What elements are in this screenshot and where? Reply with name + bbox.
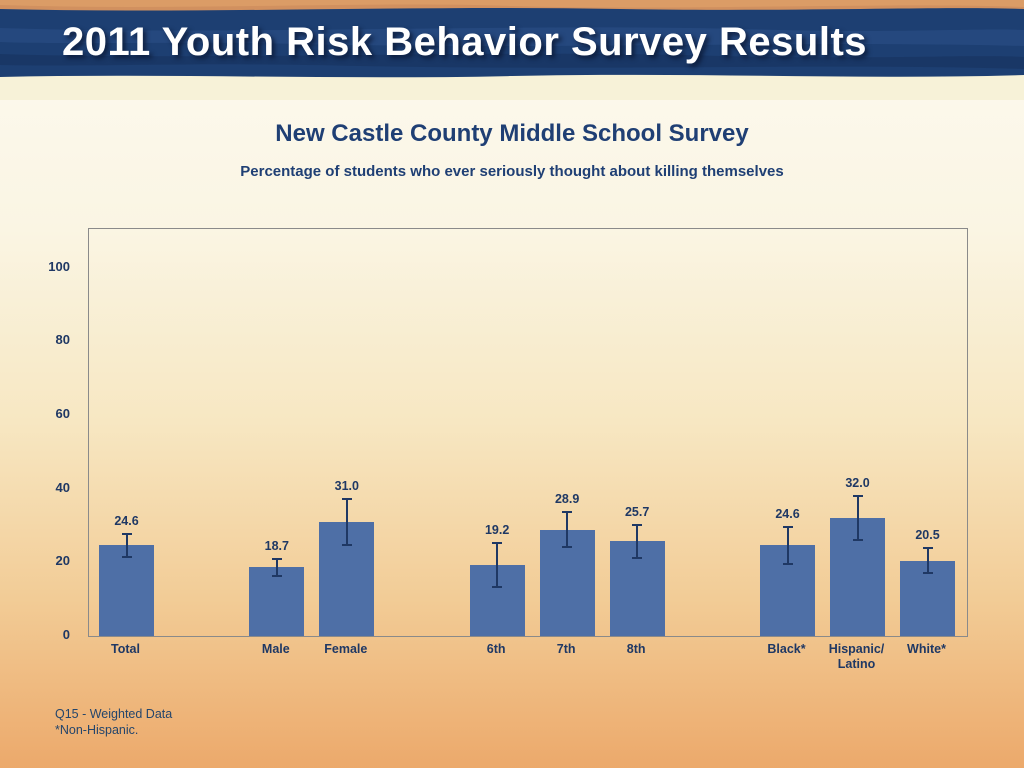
bar	[249, 567, 305, 636]
error-bar	[636, 524, 639, 558]
y-axis-tick-label: 40	[55, 479, 70, 495]
error-bar	[345, 498, 348, 546]
y-axis-tick-label: 100	[48, 258, 70, 274]
error-bar	[566, 511, 569, 548]
value-label: 31.0	[334, 478, 359, 493]
x-axis-label: 6th	[486, 642, 506, 656]
x-axis-label: Black*	[767, 642, 806, 656]
error-bar-cap	[852, 495, 863, 498]
chart-title: New Castle County Middle School Survey	[275, 120, 749, 147]
footnote-line-1: Q15 - Weighted Data	[55, 707, 173, 721]
error-bar	[275, 558, 278, 576]
x-axis-label: Total	[111, 642, 140, 656]
plot-area: 24.6 18.7 31.0 19.2 28.9 25.7 24.6 32.0 20.5	[88, 228, 968, 637]
error-bar-cap	[632, 523, 643, 526]
footnote: Q15 - Weighted Data *Non-Hispanic.	[55, 706, 172, 738]
error-bar	[856, 496, 859, 541]
error-bar-cap	[121, 532, 132, 535]
banner-wave-graphic	[0, 0, 1024, 100]
y-axis-tick-label: 0	[62, 627, 70, 642]
error-bar-cap	[562, 510, 573, 513]
value-label: 24.6	[114, 513, 139, 528]
x-axis-label: Female	[324, 642, 368, 656]
error-bar-cap	[271, 574, 282, 577]
value-label: 18.7	[264, 538, 289, 553]
value-label: 25.7	[624, 504, 650, 519]
error-bar	[786, 526, 789, 564]
error-bar-cap	[852, 539, 863, 542]
error-bar-cap	[492, 586, 503, 589]
x-axis: Total Male Female 6th 7th 8th Black* Hispanic/ …	[88, 642, 966, 686]
value-label: 32.0	[845, 476, 870, 491]
y-axis-tick-label: 80	[55, 332, 70, 348]
error-bar	[496, 543, 499, 588]
x-axis-label: 8th	[626, 642, 646, 656]
y-axis-tick-label: 20	[55, 553, 70, 569]
error-bar-cap	[562, 546, 573, 549]
error-bar-cap	[782, 525, 793, 528]
error-bar	[125, 533, 128, 558]
error-bar-cap	[341, 497, 352, 500]
value-label: 28.9	[554, 491, 580, 506]
bar	[99, 545, 154, 636]
x-axis-label: Hispanic/ Latino	[828, 642, 885, 671]
error-bar-cap	[121, 556, 132, 559]
footnote-line-2: *Non-Hispanic.	[55, 723, 139, 737]
error-bar-cap	[341, 544, 352, 547]
error-bar-cap	[271, 557, 282, 560]
chart-subtitle: Percentage of students who ever seriousl…	[240, 163, 784, 180]
banner: 2011 Youth Risk Behavior Survey Results	[0, 0, 1024, 100]
error-bar-cap	[492, 542, 503, 545]
banner-title: 2011 Youth Risk Behavior Survey Results	[62, 20, 868, 64]
error-bar-cap	[632, 556, 643, 559]
x-axis-label: 7th	[556, 642, 576, 656]
value-label: 24.6	[775, 506, 800, 521]
error-bar	[926, 547, 929, 574]
y-axis: 0 20 40 60 80 100	[0, 228, 86, 642]
y-axis-tick-label: 60	[55, 406, 70, 422]
x-axis-label: White*	[907, 642, 946, 656]
error-bar-cap	[922, 572, 933, 575]
error-bar-cap	[922, 546, 933, 549]
x-axis-label: Male	[261, 642, 290, 656]
error-bar-cap	[782, 562, 793, 565]
value-label: 20.5	[915, 527, 940, 542]
value-label: 19.2	[484, 523, 510, 538]
